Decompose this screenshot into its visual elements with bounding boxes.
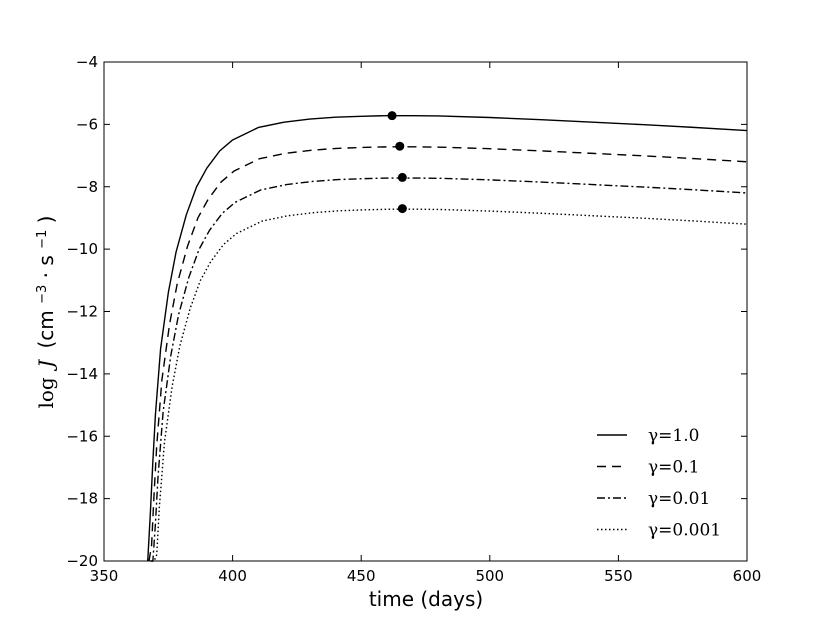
tick-labels: 350 400 450 500 550 600 −20 −18 −16 −14 −12 −10 −8 −6… — [66, 53, 761, 585]
y-tick-label: −4 — [76, 53, 98, 71]
series-lines — [147, 114, 748, 562]
peak-markers — [387, 111, 407, 214]
y-tick-label: −14 — [66, 365, 98, 383]
peak-marker-3 — [397, 172, 407, 182]
x-tick-label: 400 — [218, 567, 247, 585]
y-tick-label: −10 — [66, 240, 98, 258]
y-tick-label: −16 — [66, 427, 98, 445]
x-tick-label: 350 — [90, 567, 119, 585]
y-axis-label: log J (cm −3 · s −1 ) — [34, 215, 58, 408]
y-tick-label: −6 — [76, 115, 98, 133]
peak-marker-2 — [395, 141, 405, 151]
series-line-1 — [147, 114, 748, 562]
x-axis-label: time (days) — [369, 587, 483, 611]
y-tick-label: −20 — [66, 552, 98, 570]
y-axis-label-var: J — [34, 359, 58, 372]
x-tick-label: 450 — [347, 567, 376, 585]
x-tick-label: 600 — [733, 567, 762, 585]
y-axis-label-unit: (cm — [34, 310, 58, 348]
legend: γ=1.0 γ=0.1 γ=0.01 γ=0.001 — [597, 426, 721, 541]
legend-label-3: γ=0.01 — [648, 489, 710, 509]
plot-frame — [103, 61, 748, 562]
legend-label-4: γ=0.001 — [648, 521, 721, 541]
peak-marker-1 — [387, 111, 397, 121]
series-line-4 — [151, 208, 748, 562]
y-tick-label: −8 — [76, 178, 98, 196]
y-tick-label: −12 — [66, 303, 98, 321]
x-tick-label: 550 — [604, 567, 633, 585]
y-axis-label-exp2: −1 — [35, 230, 50, 249]
x-tick-label: 500 — [475, 567, 504, 585]
y-axis-label-exp1: −3 — [35, 285, 50, 304]
legend-label-1: γ=1.0 — [648, 426, 699, 446]
y-axis-label-log: log — [34, 377, 58, 408]
series-line-3 — [150, 177, 748, 562]
peak-marker-4 — [397, 204, 407, 214]
y-tick-label: −18 — [66, 490, 98, 508]
legend-label-2: γ=0.1 — [648, 458, 699, 478]
series-line-2 — [148, 146, 748, 562]
ticks — [103, 61, 748, 562]
y-axis-label-mid: · s — [34, 255, 58, 278]
y-axis-label-close: ) — [34, 215, 58, 223]
